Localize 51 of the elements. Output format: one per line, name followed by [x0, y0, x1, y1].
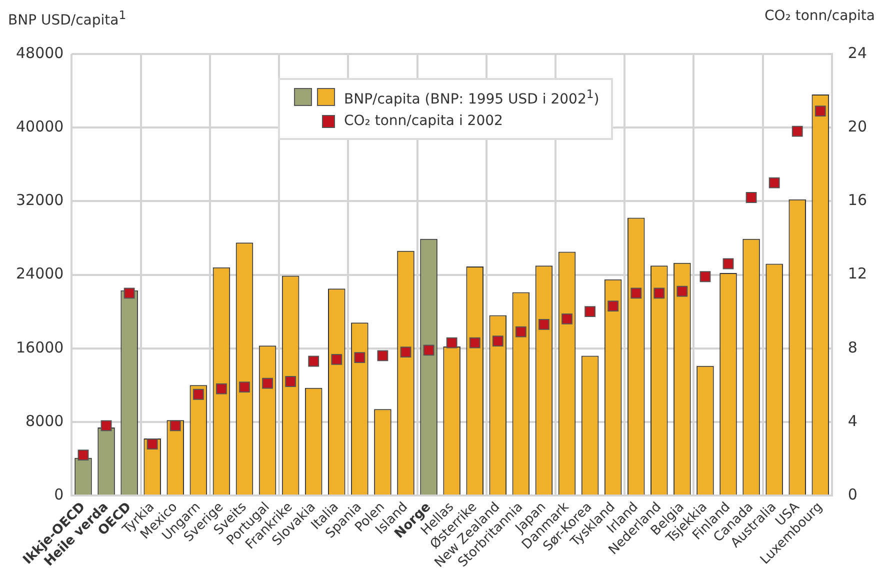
- point: [492, 336, 504, 346]
- point: [377, 350, 388, 362]
- legend-label: BNP/capita (BNP: 1995 USD i 2002$^{1}$): [344, 86, 600, 108]
- y2-tick-label: 12: [848, 264, 868, 283]
- point: [354, 352, 366, 364]
- point: [630, 288, 642, 299]
- point: [239, 382, 250, 392]
- point: [608, 300, 619, 312]
- y2-axis-title: CO₂ tonn/capita: [764, 8, 875, 24]
- y2-tick-label: 20: [848, 117, 868, 136]
- y2-tick-label: 0: [848, 485, 858, 504]
- point: [124, 288, 135, 299]
- point: [469, 337, 480, 348]
- y-tick-label: 8000: [26, 412, 64, 430]
- point: [654, 288, 665, 299]
- y2-tick-label: 16: [848, 191, 868, 210]
- point: [170, 420, 181, 432]
- point: [584, 306, 596, 318]
- y-tick-label: 16000: [16, 338, 64, 356]
- y-tick-label: 48000: [16, 44, 64, 62]
- point: [308, 356, 320, 367]
- point: [722, 258, 734, 270]
- legend-label: CO₂ tonn/capita i 2002: [344, 113, 503, 129]
- y-tick-label: 32000: [16, 191, 64, 210]
- point: [285, 376, 296, 387]
- y-tick-label: 0: [54, 485, 64, 504]
- y2-tick-label: 4: [848, 412, 858, 430]
- y2-tick-label: 24: [848, 44, 868, 62]
- point: [676, 286, 688, 297]
- point: [538, 319, 550, 330]
- point: [423, 344, 434, 356]
- point: [562, 313, 572, 324]
- y2-tick-label: 8: [848, 338, 858, 356]
- point: [700, 271, 711, 282]
- point: [216, 383, 227, 394]
- point: [331, 354, 342, 365]
- point: [262, 378, 273, 389]
- point: [146, 438, 158, 450]
- point: [515, 326, 526, 338]
- y-tick-label: 40000: [16, 117, 64, 136]
- point: [814, 106, 826, 116]
- y-tick-label: 24000: [16, 264, 64, 283]
- point: [78, 450, 89, 461]
- point: [100, 420, 112, 432]
- point: [746, 192, 757, 203]
- y-axis-title: BNP USD/capita$^{1}$: [8, 8, 126, 29]
- point: [792, 126, 803, 137]
- point: [768, 177, 780, 188]
- point: [446, 337, 458, 348]
- point: [192, 388, 204, 400]
- point: [400, 346, 412, 358]
